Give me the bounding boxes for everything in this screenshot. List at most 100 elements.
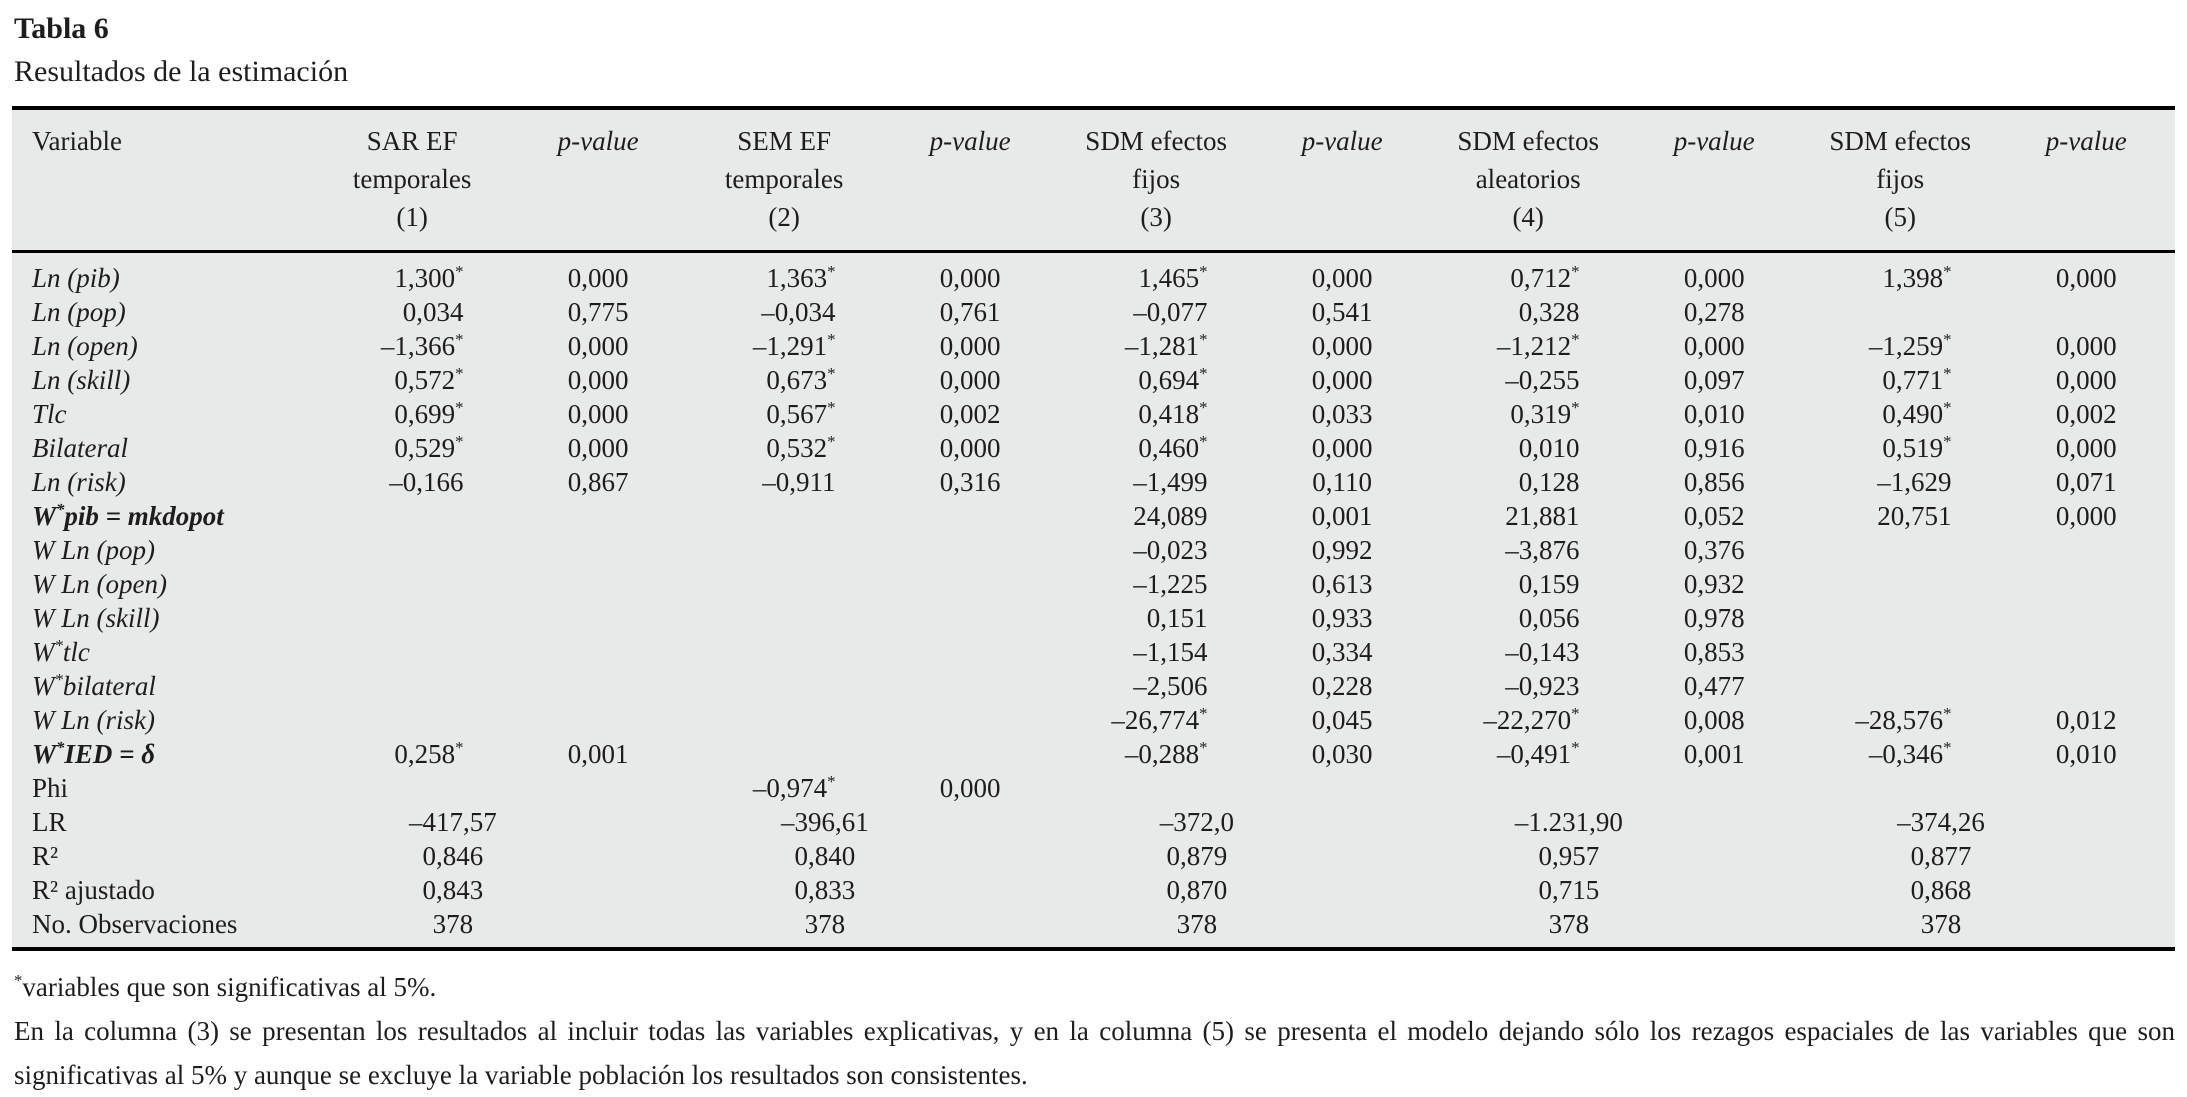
header-pvalue: p-value <box>2045 126 2127 156</box>
coef-cell: –1,291* <box>752 330 836 361</box>
row-label: W*tlc <box>32 636 90 667</box>
pvalue-cell: 0,000 <box>1683 263 1745 293</box>
row-label: Ln (pop) <box>32 297 126 327</box>
coef-cell: 0,258* <box>394 738 464 769</box>
table-row: Phi –0,974* 0,000 <box>12 771 2175 805</box>
pvalue-cell <box>1998 635 2175 669</box>
row-label: Ln (open) <box>32 331 138 361</box>
table-subtitle: Resultados de la estimación <box>14 55 349 88</box>
pvalue-cell <box>1998 533 2175 567</box>
pvalue-cell <box>1998 567 2175 601</box>
summary-cell: –396,61 <box>780 807 869 837</box>
pvalue-cell: 0,376 <box>1683 535 1745 565</box>
summary-cell: 0,879 <box>1166 841 1228 871</box>
pvalue-cell <box>881 533 1058 567</box>
coef-cell <box>315 771 510 805</box>
header-variable: Variable <box>32 126 122 156</box>
pvalue-cell: 0,000 <box>567 263 629 293</box>
header-model-4: SDM efectos aleatorios (4) <box>1457 126 1600 232</box>
pvalue-cell <box>509 703 686 737</box>
pvalue-cell: 0,097 <box>1683 365 1745 395</box>
coef-cell: 0,418* <box>1138 398 1208 429</box>
pvalue-cell: 0,033 <box>1311 399 1373 429</box>
coef-cell <box>1803 669 1998 703</box>
pvalue-cell: 0,916 <box>1683 433 1745 463</box>
pvalue-cell: 0,000 <box>567 365 629 395</box>
coef-cell <box>1803 635 1998 669</box>
table-row: Ln (pib) 1,300* 0,000 1,363* 0,000 1,465* 0,00… <box>12 252 2175 296</box>
pvalue-cell <box>1998 771 2175 805</box>
coef-cell: –0,911 <box>762 467 836 497</box>
coef-cell: 0,694* <box>1138 364 1208 395</box>
summary-row: No. Observaciones 378 378 378 378 378 <box>12 907 2175 949</box>
coef-cell: –0,077 <box>1133 297 1208 327</box>
footnotes: *variables que son significativas al 5%.… <box>14 965 2175 1097</box>
coef-cell: –1,366* <box>380 330 464 361</box>
coef-cell: 0,529* <box>394 432 464 463</box>
pvalue-cell: 0,000 <box>939 433 1001 463</box>
row-label: W*IED = δ <box>32 738 156 769</box>
coef-cell: –1,154 <box>1133 637 1208 667</box>
coef-cell <box>687 635 882 669</box>
pvalue-cell: 0,000 <box>2055 433 2117 463</box>
coef-cell: 0,128 <box>1518 467 1580 497</box>
pvalue-cell <box>509 533 686 567</box>
summary-cell: 378 <box>1176 909 1218 939</box>
table-title: Tabla 6 <box>14 12 109 45</box>
table-row: W*tlc –1,154 0,334 –0,143 0,853 <box>12 635 2175 669</box>
summary-row: R² ajustado 0,843 0,833 0,870 0,715 0,868 <box>12 873 2175 907</box>
coef-cell: 0,010 <box>1518 433 1580 463</box>
coef-cell <box>687 601 882 635</box>
pvalue-cell: 0,001 <box>1311 501 1373 531</box>
pvalue-cell <box>509 635 686 669</box>
coef-cell: –0,034 <box>761 297 836 327</box>
header-row: Variable SAR EF temporales (1) p-value SEM EF… <box>12 108 2175 252</box>
row-label: W*pib = mkdopot <box>32 500 224 531</box>
row-label: W*bilateral <box>32 670 156 701</box>
pvalue-cell: 0,001 <box>567 739 629 769</box>
coef-cell: 0,034 <box>402 297 464 327</box>
table-row: Ln (pop) 0,034 0,775 –0,034 0,761 –0,077 0,541… <box>12 295 2175 329</box>
summary-cell: 378 <box>1920 909 1962 939</box>
pvalue-cell: 0,000 <box>2055 331 2117 361</box>
coef-cell <box>687 703 882 737</box>
summary-cell: 0,870 <box>1166 875 1228 905</box>
coef-cell: 24,089 <box>1133 501 1208 531</box>
summary-cell: 0,846 <box>422 841 484 871</box>
pvalue-cell <box>509 601 686 635</box>
coef-cell <box>315 533 510 567</box>
coef-cell: –26,774* <box>1111 704 1208 735</box>
pvalue-cell: 0,000 <box>939 331 1001 361</box>
coef-cell: 0,519* <box>1882 432 1952 463</box>
pvalue-cell: 0,000 <box>1311 365 1373 395</box>
summary-cell: 378 <box>432 909 474 939</box>
header-pvalue: p-value <box>557 126 639 156</box>
table-header: Variable SAR EF temporales (1) p-value SEM EF… <box>12 108 2175 252</box>
coef-cell: –0,491* <box>1496 738 1580 769</box>
table-row: W*pib = mkdopot 24,089 0,001 21,881 0,052 20,… <box>12 499 2175 533</box>
coef-cell: –1,259* <box>1868 330 1952 361</box>
pvalue-cell: 0,541 <box>1311 297 1373 327</box>
pvalue-cell: 0,010 <box>2055 739 2117 769</box>
summary-cell: 0,840 <box>794 841 856 871</box>
footnote-columns: En la columna (3) se presentan los resul… <box>14 1016 2175 1090</box>
coef-cell <box>315 601 510 635</box>
coef-cell <box>1059 771 1254 805</box>
coef-cell: 0,056 <box>1518 603 1580 633</box>
coef-cell <box>687 567 882 601</box>
row-label: R² <box>32 841 59 871</box>
coef-cell <box>1803 567 1998 601</box>
table-row: W*bilateral –2,506 0,228 –0,923 0,477 <box>12 669 2175 703</box>
pvalue-cell <box>881 635 1058 669</box>
coef-cell <box>687 499 882 533</box>
coef-cell: 0,328 <box>1518 297 1580 327</box>
row-label: Ln (skill) <box>32 365 131 395</box>
pvalue-cell: 0,613 <box>1311 569 1373 599</box>
coef-cell <box>1431 771 1626 805</box>
summary-cell: 0,843 <box>422 875 484 905</box>
pvalue-cell <box>1998 295 2175 329</box>
coef-cell: 0,319* <box>1510 398 1580 429</box>
row-label: Ln (pib) <box>32 263 120 293</box>
coef-cell <box>315 635 510 669</box>
coef-cell: –1,499 <box>1133 467 1208 497</box>
